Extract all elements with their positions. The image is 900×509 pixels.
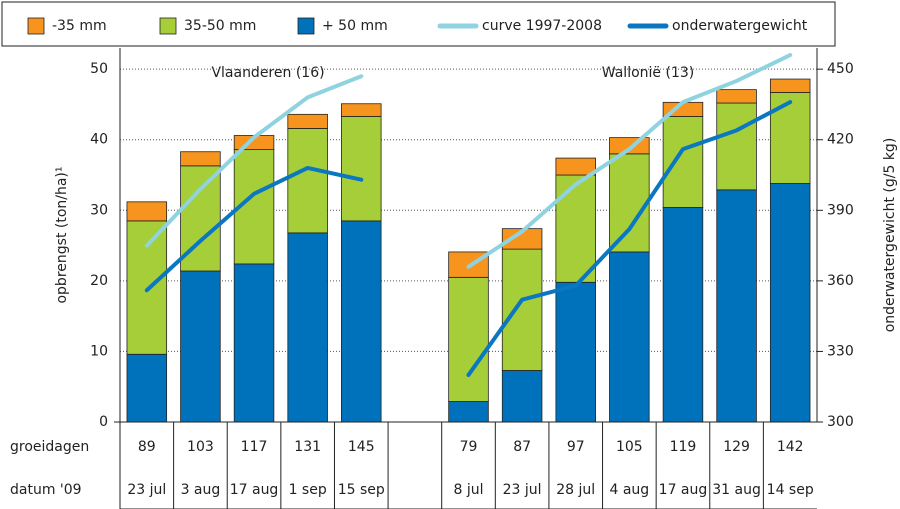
legend-label: + 50 mm	[322, 18, 388, 34]
bar-segment	[287, 128, 328, 234]
bar-segment	[180, 151, 221, 167]
x-tick-label: 1 sep	[289, 482, 327, 498]
growth-days-label: 79	[460, 439, 478, 455]
y2-tick-label: 420	[827, 132, 854, 148]
bar-segment	[126, 201, 168, 222]
bar-segment	[716, 89, 757, 104]
legend-label: curve 1997-2008	[482, 18, 602, 34]
bar-segment	[233, 263, 275, 423]
annotation: Vlaanderen (16)	[211, 65, 324, 81]
y2-tick-label: 450	[827, 61, 854, 77]
legend-swatch	[27, 17, 45, 35]
y2-axis-label: onderwatergewicht (g/5 kg)	[882, 138, 898, 333]
y-tick-label: 10	[90, 343, 108, 359]
growth-days-label: 89	[138, 439, 156, 455]
y2-tick-label: 390	[827, 202, 854, 218]
bar-segment	[501, 370, 543, 423]
bar-segment	[555, 281, 596, 423]
bar-segment	[662, 116, 704, 208]
bar-segment	[609, 251, 650, 423]
bar-segment	[341, 103, 382, 117]
y-tick-label: 20	[90, 273, 108, 289]
y-tick-label: 40	[90, 132, 108, 148]
bar-segment	[609, 153, 650, 253]
bar-segment	[716, 189, 757, 423]
bar-segment	[501, 228, 543, 250]
x-tick-label: 4 aug	[609, 482, 649, 498]
growth-days-label: 142	[777, 439, 804, 455]
legend-frame	[1, 1, 836, 47]
bar-segment	[716, 102, 757, 191]
y2-tick-label: 330	[827, 343, 854, 359]
legend-label: 35-50 mm	[184, 18, 256, 34]
x-tick-label: 23 jul	[127, 482, 166, 498]
growth-days-label: 117	[241, 439, 268, 455]
y-tick-label: 0	[99, 414, 108, 430]
legend-label: -35 mm	[52, 18, 107, 34]
bar-segment	[341, 220, 382, 423]
bar-segment	[448, 276, 489, 402]
bar-segment	[769, 92, 811, 184]
y-axis-label: opbrengst (ton/ha)¹	[54, 166, 70, 303]
line-series	[144, 100, 793, 377]
growth-days-label: 87	[513, 439, 531, 455]
bar-segment	[287, 113, 328, 129]
growth-days-label: 129	[723, 439, 750, 455]
x-tick-label: 17 aug	[659, 482, 708, 498]
x-tick-label: 14 sep	[767, 482, 814, 498]
bar-segment	[769, 183, 811, 423]
bar-segment	[662, 207, 704, 423]
bar-segment	[501, 248, 543, 371]
legend-label: onderwatergewicht	[672, 18, 808, 34]
growth-days-label: 145	[348, 439, 375, 455]
x-tick-label: 15 sep	[338, 482, 385, 498]
row-label: groeidagen	[10, 439, 89, 455]
growth-days-label: 131	[294, 439, 321, 455]
x-tick-label: 3 aug	[181, 482, 221, 498]
bar-segment	[126, 353, 168, 423]
y-tick-label: 30	[90, 202, 108, 218]
bar-segment	[555, 174, 596, 283]
bar-segment	[341, 116, 382, 222]
bar-segment	[555, 157, 596, 176]
line-series	[144, 53, 793, 269]
row-label: datum '09	[10, 482, 82, 498]
x-tick-label: 23 jul	[503, 482, 542, 498]
x-tick-label: 8 jul	[453, 482, 483, 498]
x-tick-label: 28 jul	[556, 482, 595, 498]
growth-days-label: 103	[187, 439, 214, 455]
x-tick-label: 31 aug	[712, 482, 761, 498]
x-tick-label: 17 aug	[230, 482, 279, 498]
y2-tick-label: 300	[827, 414, 854, 430]
bar-segment	[180, 270, 221, 423]
bar-segment	[769, 78, 811, 93]
legend-swatch	[297, 17, 315, 35]
growth-days-label: 105	[616, 439, 643, 455]
legend-swatch	[159, 17, 177, 35]
growth-days-label: 119	[670, 439, 697, 455]
bar-segment	[448, 401, 489, 423]
bar-segment	[287, 232, 328, 423]
y-tick-label: 50	[90, 61, 108, 77]
y2-tick-label: 360	[827, 273, 854, 289]
annotation: Wallonië (13)	[602, 65, 694, 81]
growth-days-label: 97	[567, 439, 585, 455]
